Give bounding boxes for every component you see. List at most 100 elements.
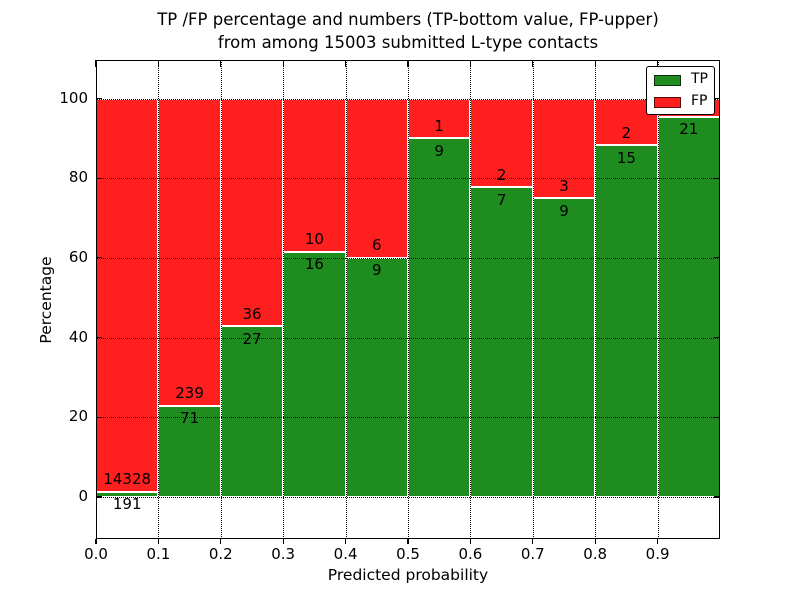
- y-tick-mark-left: [96, 496, 102, 498]
- bar-label-tp: 9: [372, 261, 382, 280]
- x-tick-label: 0.8: [583, 545, 608, 563]
- bar-label-tp: 27: [242, 329, 262, 348]
- x-tick-mark-bottom: [407, 538, 409, 544]
- x-tick-mark-top: [657, 60, 659, 67]
- bar-segment-tp: [345, 257, 408, 497]
- x-tick-label: 0.1: [146, 545, 171, 563]
- x-tick-label: 0.6: [458, 545, 483, 563]
- y-tick-label: 0: [78, 487, 88, 505]
- y-tick-label: 40: [68, 327, 88, 346]
- x-tick-mark-bottom: [157, 538, 159, 544]
- bar-label-tp: 71: [180, 409, 200, 428]
- legend-label: TP: [691, 71, 708, 87]
- bar-label-fp: 6: [372, 236, 382, 255]
- gridline-vertical: [283, 60, 285, 539]
- bar-label-fp: 3: [559, 176, 569, 195]
- x-axis-label: Predicted probability: [327, 566, 489, 584]
- bar-segment-fp: [532, 98, 596, 199]
- y-tick-mark-left: [96, 177, 102, 179]
- bar-label-tp: 15: [616, 148, 636, 167]
- x-tick-label: 0.2: [208, 545, 233, 563]
- x-tick-mark-bottom: [594, 538, 596, 544]
- bar-label-fp: 2: [621, 123, 632, 142]
- chart-title-line2: from among 15003 submitted L-type contac…: [217, 33, 599, 52]
- bar-label-tp: 7: [496, 190, 507, 209]
- x-tick-mark-bottom: [657, 538, 659, 544]
- chart-title-line1: TP /FP percentage and numbers (TP-bottom…: [157, 10, 659, 29]
- x-tick-mark-top: [532, 60, 534, 67]
- bar-segment-tp: [283, 251, 346, 497]
- x-tick-mark-top: [469, 60, 471, 67]
- y-tick-mark-right: [714, 257, 720, 259]
- legend-swatch-fp: [654, 97, 681, 108]
- gridline-vertical: [345, 60, 347, 539]
- gridline-vertical: [408, 60, 409, 539]
- bar-label-fp: 2: [496, 165, 507, 184]
- x-tick-label: 0.4: [333, 545, 358, 563]
- bar-label-tp: 21: [679, 120, 699, 139]
- y-tick-mark-right: [714, 416, 720, 418]
- x-tick-label: 0.0: [84, 545, 108, 563]
- gridline-vertical: [158, 60, 160, 539]
- bar-segment-tp: [408, 138, 471, 497]
- x-tick-mark-top: [282, 60, 284, 67]
- legend-swatch-tp: [654, 75, 681, 86]
- x-tick-label: 0.7: [520, 545, 545, 563]
- bar-label-tp: 16: [304, 255, 324, 274]
- gridline-vertical: [657, 60, 659, 539]
- gridline-vertical: [595, 60, 597, 539]
- x-tick-mark-bottom: [345, 538, 347, 544]
- x-tick-mark-top: [407, 60, 409, 67]
- legend-item-fp: FP: [647, 92, 714, 112]
- x-tick-mark-top: [594, 60, 596, 67]
- gridline-vertical: [470, 60, 472, 539]
- bar-segment-fp: [220, 98, 284, 327]
- gridline-horizontal: [96, 257, 720, 259]
- legend: TP FP: [646, 66, 715, 115]
- gridline-vertical: [532, 60, 534, 539]
- gridline-horizontal: [96, 497, 720, 498]
- bar-label-fp: 10: [304, 230, 324, 249]
- legend-label: FP: [691, 93, 708, 109]
- chart-title: TP /FP percentage and numbers (TP-bottom…: [96, 8, 720, 54]
- bar-segment-tp: [595, 145, 658, 497]
- bar-segment-tp: [657, 116, 720, 497]
- bar-label-tp: 9: [434, 141, 444, 160]
- bar-label-tp: 191: [112, 495, 142, 514]
- y-tick-mark-right: [714, 177, 720, 179]
- y-tick-label: 80: [68, 168, 88, 187]
- x-tick-mark-bottom: [469, 538, 471, 544]
- x-tick-mark-top: [220, 60, 222, 67]
- x-tick-mark-top: [95, 60, 97, 67]
- x-tick-mark-bottom: [220, 538, 222, 544]
- bar-label-fp: 239: [175, 384, 204, 403]
- y-tick-mark-right: [714, 97, 720, 100]
- y-tick-label: 60: [68, 247, 88, 266]
- bar-segment-fp: [158, 98, 221, 406]
- y-tick-mark-left: [96, 257, 102, 259]
- bar-segment-tp: [220, 326, 284, 497]
- bar-segment-fp: [96, 98, 159, 492]
- gridline-horizontal: [96, 178, 720, 180]
- gridline-vertical: [220, 60, 222, 539]
- bar-label-fp: 1: [434, 116, 444, 135]
- bar-segment-fp: [408, 98, 471, 139]
- x-tick-mark-bottom: [282, 538, 284, 544]
- x-tick-label: 0.5: [396, 545, 420, 563]
- y-tick-mark-left: [96, 416, 102, 418]
- bar-segment-tp: [158, 405, 221, 497]
- plot-area: 14328 191 239 71 36 27 10 16 6 9 1 9 2 7 3 9 2 15 21: [95, 60, 720, 544]
- y-tick-label: 100: [59, 88, 88, 107]
- y-tick-label: 20: [68, 407, 88, 426]
- gridline-horizontal: [96, 337, 720, 339]
- y-tick-mark-right: [714, 337, 720, 339]
- bar-segment-fp: [283, 98, 346, 252]
- x-tick-mark-top: [345, 60, 347, 67]
- gridline-horizontal: [96, 417, 720, 419]
- x-tick-mark-top: [157, 60, 159, 67]
- x-tick-label: 0.3: [271, 545, 296, 563]
- y-tick-mark-right: [714, 496, 720, 498]
- legend-item-tp: TP: [647, 70, 714, 90]
- bar-segment-tp: [532, 198, 596, 497]
